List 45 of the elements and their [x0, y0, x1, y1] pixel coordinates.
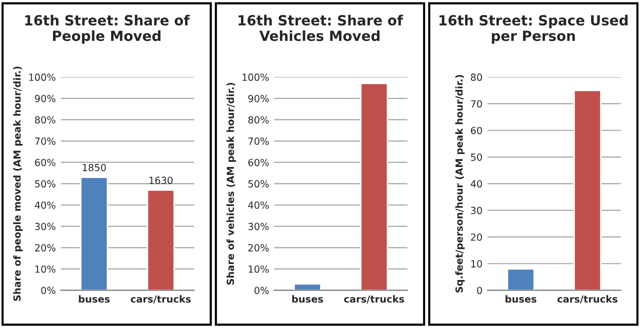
chart-title: 16th Street: Space Used per Person [440, 14, 628, 44]
y-tick-label: 0 [477, 286, 482, 294]
y-tick-label: 30% [35, 222, 56, 230]
y-tick-label: 80 [470, 74, 482, 81]
y-tick-label: 60 [470, 126, 482, 134]
y-tick-label: 70% [248, 138, 269, 145]
y-tick-label: 10% [248, 265, 269, 273]
y-tick-label: 100% [242, 74, 269, 81]
y-tick-label: 80% [248, 116, 269, 124]
chart-title: 16th Street: Share of People Moved [25, 14, 190, 44]
x-tick-label: cars/trucks [130, 295, 191, 304]
y-tick-label: 50% [248, 180, 269, 188]
y-axis-title: Share of vehicles (AM peak hour/dir.) [226, 82, 236, 285]
chart-title: 16th Street: Share of Vehicles Moved [238, 14, 404, 42]
y-tick-label: 30 [470, 206, 482, 214]
annotation: 1850 [82, 164, 106, 172]
y-tick-label: 60% [35, 158, 56, 166]
x-tick-label: buses [292, 295, 324, 303]
annotation: 1630 [149, 176, 173, 184]
y-tick-label: 0% [41, 286, 56, 294]
y-tick-label: 40% [34, 201, 56, 209]
y-tick-label: 90% [248, 94, 269, 102]
y-tick-label: 20 [470, 233, 482, 241]
y-tick-label: 10% [35, 265, 56, 273]
x-tick-label: cars/trucks [344, 295, 404, 304]
y-axis-title: Share of people moved (AM peak hour/dir.) [13, 66, 23, 301]
y-tick-label: 70% [35, 138, 56, 145]
x-tick-label: buses [506, 295, 536, 303]
y-axis-title: Sq.feet/person/hour (AM peak hour/dir.) [455, 75, 465, 292]
x-tick-label: buses [78, 295, 110, 303]
y-tick-label: 90% [34, 94, 56, 102]
y-tick-label: 30% [248, 222, 269, 230]
y-tick-label: 100% [29, 74, 56, 81]
y-tick-label: 80% [34, 116, 56, 124]
y-tick-label: 40 [470, 180, 482, 188]
y-tick-label: 20% [35, 244, 56, 252]
y-tick-label: 10 [471, 260, 482, 268]
y-tick-label: 20% [248, 244, 269, 252]
y-tick-label: 50% [35, 180, 56, 188]
y-tick-label: 70 [471, 100, 482, 108]
y-tick-label: 60% [248, 158, 269, 166]
x-tick-label: cars/trucks [557, 295, 618, 304]
y-tick-label: 0% [254, 286, 269, 294]
y-tick-label: 40% [248, 201, 269, 209]
y-tick-label: 50 [470, 154, 482, 161]
